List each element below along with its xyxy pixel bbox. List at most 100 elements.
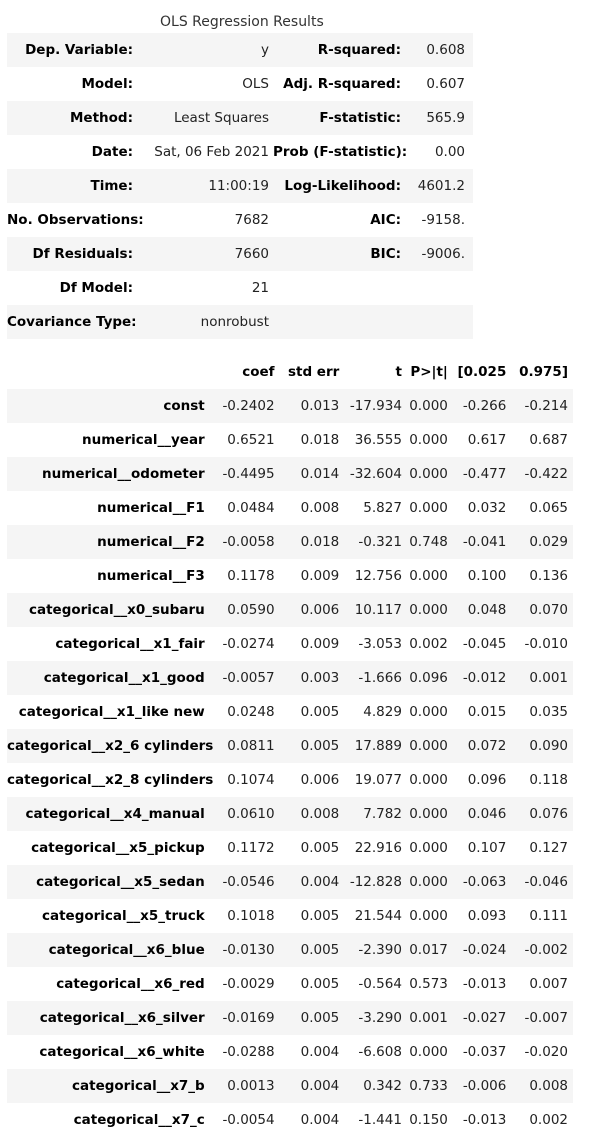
coef-value: 0.1074 (212, 763, 280, 797)
table-row: categorical__x5_sedan -0.0546 0.004 -12.828… (7, 865, 573, 899)
summary-row: Covariance Type: nonrobust (7, 305, 473, 339)
coef-value: 0.1018 (212, 899, 280, 933)
table-row: categorical__x1_fair -0.0274 0.009 -3.053 0.… (7, 627, 573, 661)
summary-label: Method: (7, 101, 141, 135)
ci-upper-value: -0.422 (511, 457, 573, 491)
t-value: -1.666 (344, 661, 407, 695)
summary-label: Df Residuals: (7, 237, 141, 271)
std-err-value: 0.004 (279, 1103, 345, 1137)
ci-lower-value: 0.015 (452, 695, 512, 729)
t-value: 10.117 (344, 593, 407, 627)
table-row: numerical__F1 0.0484 0.008 5.827 0.000 0.032 0… (7, 491, 573, 525)
summary-value: -9158. (407, 203, 473, 237)
t-value: -12.828 (344, 865, 407, 899)
variable-name: categorical__x2_6 cylinders (7, 729, 213, 763)
table-row: categorical__x2_6 cylinders 0.0811 0.005 17… (7, 729, 573, 763)
coef-value: 0.0248 (212, 695, 280, 729)
coef-value: 0.0590 (212, 593, 280, 627)
variable-name: categorical__x2_8 cylinders (7, 763, 213, 797)
summary-value: 11:00:19 (141, 169, 273, 203)
ci-upper-value: 0.118 (511, 763, 573, 797)
ci-upper-value: 0.029 (511, 525, 573, 559)
table-row: categorical__x5_pickup 0.1172 0.005 22.916 0… (7, 831, 573, 865)
ci-upper-value: 0.687 (511, 423, 573, 457)
ci-lower-value: 0.096 (452, 763, 512, 797)
ci-lower-value: -0.477 (452, 457, 512, 491)
p-value: 0.000 (406, 695, 453, 729)
std-err-value: 0.004 (279, 865, 345, 899)
coefficients-table: coef std err t P>|t| [0.025 0.975] const -0.24… (7, 355, 573, 1137)
p-value: 0.000 (406, 729, 453, 763)
table-row: numerical__odometer -0.4495 0.014 -32.604 0.… (7, 457, 573, 491)
table-row: categorical__x6_red -0.0029 0.005 -0.564 0.5… (7, 967, 573, 1001)
variable-name: categorical__x6_silver (7, 1001, 213, 1035)
ci-upper-value: 0.035 (511, 695, 573, 729)
t-value: -1.441 (344, 1103, 407, 1137)
ci-upper-value: -0.020 (511, 1035, 573, 1069)
table-row: categorical__x1_like new 0.0248 0.005 4.829… (7, 695, 573, 729)
p-value: 0.000 (406, 1035, 453, 1069)
p-value: 0.000 (406, 491, 453, 525)
p-value: 0.096 (406, 661, 453, 695)
header-ci-upper: 0.975] (511, 355, 573, 389)
ci-upper-value: 0.002 (511, 1103, 573, 1137)
std-err-value: 0.014 (279, 457, 345, 491)
ci-upper-value: 0.065 (511, 491, 573, 525)
summary-value: Least Squares (141, 101, 273, 135)
table-row: categorical__x4_manual 0.0610 0.008 7.782 0.… (7, 797, 573, 831)
summary-label: BIC: (273, 237, 407, 271)
ci-lower-value: 0.072 (452, 729, 512, 763)
ci-upper-value: 0.070 (511, 593, 573, 627)
t-value: -2.390 (344, 933, 407, 967)
ci-lower-value: -0.266 (452, 389, 512, 423)
ci-upper-value: -0.002 (511, 933, 573, 967)
ci-lower-value: -0.013 (452, 1103, 512, 1137)
summary-value: nonrobust (141, 305, 273, 339)
t-value: 4.829 (344, 695, 407, 729)
ci-lower-value: -0.012 (452, 661, 512, 695)
summary-label: Time: (7, 169, 141, 203)
variable-name: numerical__F2 (7, 525, 213, 559)
summary-value: -9006. (407, 237, 473, 271)
coef-value: 0.6521 (212, 423, 280, 457)
t-value: 19.077 (344, 763, 407, 797)
summary-label: Dep. Variable: (7, 33, 141, 67)
ci-upper-value: -0.007 (511, 1001, 573, 1035)
summary-value: 21 (141, 271, 273, 305)
table-row: numerical__year 0.6521 0.018 36.555 0.000 0.6… (7, 423, 573, 457)
coef-value: -0.0130 (212, 933, 280, 967)
std-err-value: 0.004 (279, 1035, 345, 1069)
p-value: 0.748 (406, 525, 453, 559)
summary-value (407, 305, 473, 339)
ci-lower-value: -0.037 (452, 1035, 512, 1069)
summary-row: No. Observations: 7682 AIC: -9158. (7, 203, 473, 237)
table-row: categorical__x7_b 0.0013 0.004 0.342 0.733 -0… (7, 1069, 573, 1103)
header-ci-lower: [0.025 (452, 355, 512, 389)
t-value: 12.756 (344, 559, 407, 593)
p-value: 0.573 (406, 967, 453, 1001)
variable-name: categorical__x6_red (7, 967, 213, 1001)
std-err-value: 0.008 (279, 491, 345, 525)
ci-lower-value: 0.093 (452, 899, 512, 933)
coef-value: 0.0013 (212, 1069, 280, 1103)
ci-upper-value: 0.111 (511, 899, 573, 933)
header-t: t (344, 355, 407, 389)
p-value: 0.150 (406, 1103, 453, 1137)
p-value: 0.000 (406, 559, 453, 593)
variable-name: categorical__x1_good (7, 661, 213, 695)
table-row: categorical__x0_subaru 0.0590 0.006 10.117 0… (7, 593, 573, 627)
coef-value: -0.0054 (212, 1103, 280, 1137)
table-caption: OLS Regression Results (160, 14, 324, 30)
summary-row: Df Model: 21 (7, 271, 473, 305)
ci-lower-value: 0.107 (452, 831, 512, 865)
std-err-value: 0.009 (279, 627, 345, 661)
variable-name: numerical__F3 (7, 559, 213, 593)
summary-label: AIC: (273, 203, 407, 237)
coef-value: -0.0058 (212, 525, 280, 559)
header-p-value: P>|t| (406, 355, 453, 389)
summary-value: 4601.2 (407, 169, 473, 203)
coef-value: -0.2402 (212, 389, 280, 423)
p-value: 0.001 (406, 1001, 453, 1035)
std-err-value: 0.003 (279, 661, 345, 695)
std-err-value: 0.005 (279, 729, 345, 763)
